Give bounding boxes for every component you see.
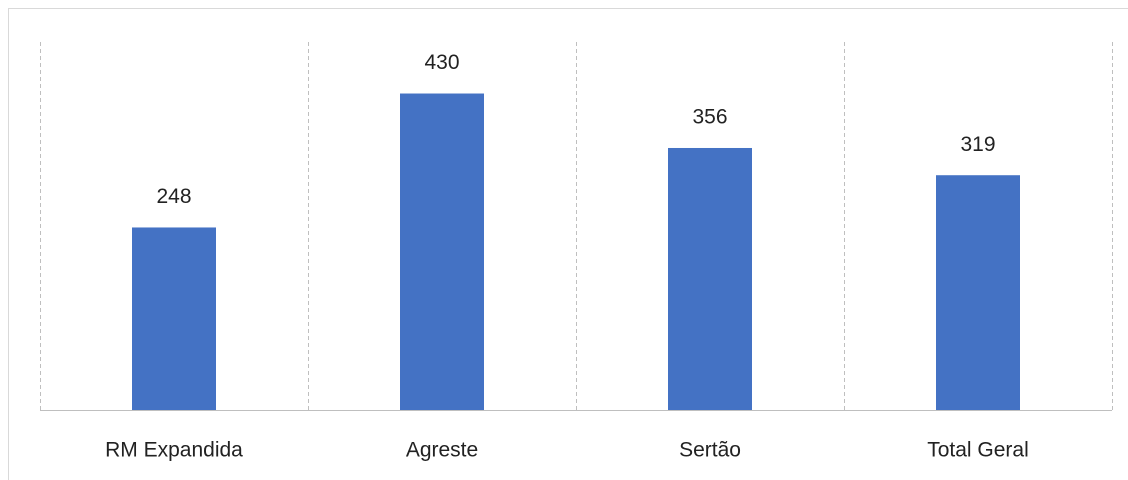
bar (668, 147, 752, 410)
x-tick-label: Total Geral (927, 439, 1029, 462)
bar (132, 227, 216, 410)
data-label: 430 (424, 51, 459, 74)
x-tick-label: Agreste (406, 439, 478, 462)
category-separators (40, 42, 1113, 410)
x-tick-label: Sertão (679, 439, 741, 462)
bar (400, 93, 484, 411)
data-label: 319 (960, 133, 995, 156)
data-label: 356 (692, 106, 727, 129)
x-tick-label: RM Expandida (105, 439, 243, 462)
data-label: 248 (156, 185, 191, 208)
bar (936, 175, 1020, 410)
